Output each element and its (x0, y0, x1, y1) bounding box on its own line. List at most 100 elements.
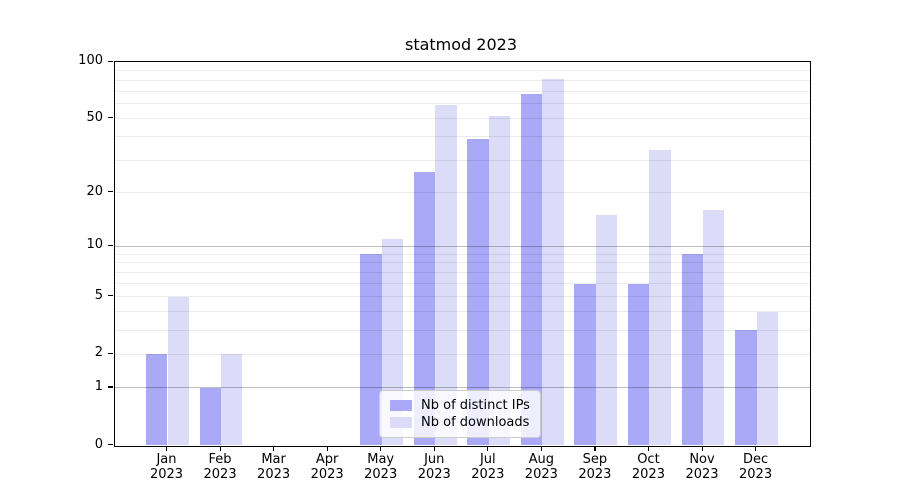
x-tick-label-mar: Mar 2023 (242, 452, 306, 482)
gridline-y-8 (114, 262, 810, 264)
x-tick-year: 2023 (685, 466, 719, 482)
x-tick-month: Oct (637, 451, 660, 467)
gridline-y-3 (114, 329, 810, 331)
bar-dec-downloads (756, 311, 778, 446)
bar-aug-downloads (542, 79, 564, 446)
legend-item-downloads: Nb of downloads (390, 414, 530, 431)
x-tick-label-aug: Aug 2023 (509, 452, 573, 482)
x-tick-year: 2023 (149, 466, 184, 482)
x-tick-month: Feb (208, 451, 232, 467)
x-tick-month: Jan (156, 451, 177, 467)
gridline-y-9 (114, 253, 810, 255)
x-tick-label-dec: Dec 2023 (724, 452, 788, 482)
x-tick-mark-jun (433, 445, 435, 451)
y-tick-mark-100 (108, 60, 113, 62)
bar-jun-downloads (435, 105, 457, 446)
x-tick-mark-aug (540, 445, 543, 451)
y-tick-label-50: 50 (86, 109, 103, 125)
y-tick-mark-0 (108, 444, 113, 446)
x-tick-mark-feb (219, 445, 221, 451)
gridline-y-5 (114, 296, 810, 298)
bar-jan-distinct-ips (146, 354, 168, 446)
y-tick-label-2: 2 (94, 345, 103, 361)
x-tick-year: 2023 (310, 466, 344, 482)
legend-color-patch (390, 417, 412, 428)
gridline-y-30 (114, 159, 810, 161)
bar-may-distinct-ips (360, 254, 382, 446)
bar-jan-downloads (167, 296, 189, 446)
bar-feb-downloads (221, 354, 243, 446)
gridline-y-60 (114, 103, 810, 105)
y-tick-label-5: 5 (94, 287, 103, 303)
x-tick-mark-may (380, 445, 382, 451)
y-tick-label-0: 0 (94, 436, 103, 452)
y-tick-label-100: 100 (78, 53, 103, 68)
gridline-y-80 (114, 79, 810, 81)
bar-jul-distinct-ips (467, 138, 489, 446)
bar-nov-distinct-ips (681, 254, 703, 446)
x-tick-year: 2023 (257, 466, 291, 482)
x-tick-year: 2023 (739, 466, 773, 482)
gridline-y-4 (114, 311, 810, 313)
chart-title: statmod 2023 (404, 35, 518, 54)
x-tick-mark-jan (166, 445, 168, 451)
legend-color-patch (390, 400, 412, 411)
x-tick-year: 2023 (203, 466, 237, 482)
x-tick-month: Dec (742, 451, 769, 467)
x-tick-mark-jul (487, 445, 489, 451)
bar-aug-distinct-ips (520, 93, 543, 446)
x-tick-month: Jul (479, 451, 496, 467)
legend-item-distinct-ips: Nb of distinct IPs (390, 397, 530, 414)
x-tick-label-jul: Jul 2023 (456, 452, 520, 482)
y-tick-label-1: 1 (94, 378, 103, 394)
x-tick-label-sep: Sep 2023 (563, 452, 627, 482)
x-tick-year: 2023 (471, 466, 505, 482)
x-tick-month: Sep (582, 451, 608, 467)
gridline-y-2 (114, 353, 810, 355)
bar-nov-downloads (703, 210, 725, 446)
gridline-y-20 (114, 192, 810, 193)
bar-feb-distinct-ips (199, 387, 222, 446)
x-tick-mark-mar (273, 445, 275, 451)
bar-sep-downloads (595, 215, 618, 446)
y-tick-mark-50 (108, 117, 113, 119)
x-tick-month: Aug (528, 451, 555, 467)
y-tick-mark-5 (108, 295, 113, 297)
gridline-y-7 (114, 272, 810, 274)
x-tick-label-jan: Jan 2023 (135, 452, 199, 482)
x-tick-label-feb: Feb 2023 (188, 452, 252, 482)
x-tick-month: Jun (424, 451, 445, 467)
gridline-y-40 (114, 136, 810, 138)
x-tick-month: Mar (261, 451, 286, 467)
bar-dec-distinct-ips (735, 330, 757, 446)
bar-oct-distinct-ips (628, 283, 650, 446)
gridlines-layer (114, 62, 810, 446)
gridline-y-10 (114, 245, 810, 247)
bar-sep-distinct-ips (574, 283, 596, 446)
x-tick-label-nov: Nov 2023 (670, 452, 734, 482)
x-tick-year: 2023 (364, 466, 398, 482)
legend-label: Nb of downloads (421, 415, 530, 430)
gridline-y-6 (114, 283, 810, 285)
x-tick-mark-nov (701, 445, 703, 451)
y-tick-label-10: 10 (86, 237, 103, 253)
x-tick-year: 2023 (631, 466, 665, 482)
bar-oct-downloads (649, 150, 671, 446)
x-tick-month: Nov (689, 451, 715, 467)
bar-jun-distinct-ips (413, 171, 436, 446)
gridline-y-1 (114, 387, 810, 389)
bars-layer (115, 62, 810, 446)
x-tick-mark-oct (647, 445, 650, 451)
x-tick-mark-apr (326, 445, 328, 451)
gridline-y-90 (114, 70, 810, 72)
x-tick-month: May (367, 451, 395, 467)
x-tick-year: 2023 (524, 466, 558, 482)
gridline-y-50 (114, 118, 810, 120)
y-tick-mark-20 (108, 191, 113, 193)
legend-label: Nb of distinct IPs (421, 398, 530, 413)
y-tick-label-20: 20 (86, 183, 103, 199)
x-tick-label-apr: Apr 2023 (295, 452, 359, 482)
x-tick-mark-dec (755, 445, 757, 451)
legend: Nb of distinct IPs Nb of downloads (379, 390, 541, 438)
